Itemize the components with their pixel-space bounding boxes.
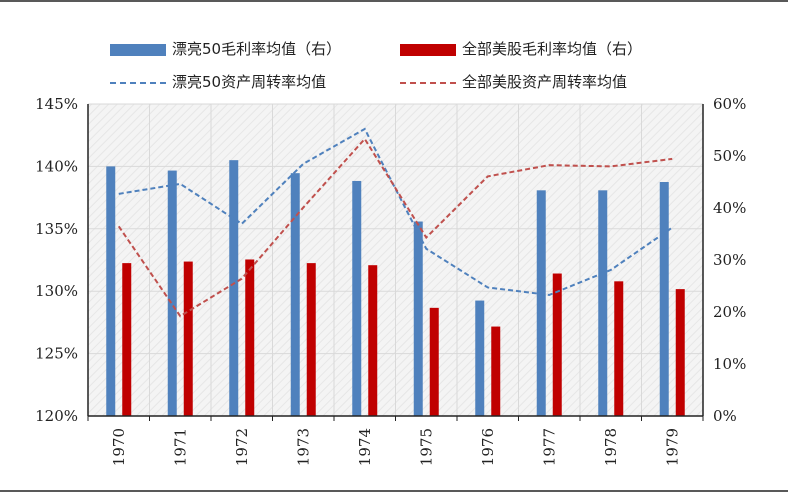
y-right-tick-label: 40% (713, 199, 746, 217)
bar-all-us-gross-margin (614, 281, 624, 416)
bar-all-us-gross-margin (368, 265, 378, 416)
x-tick-label: 1979 (663, 428, 681, 466)
y-left-tick-label: 140% (35, 157, 78, 175)
legend-swatch-all-us-asset-turnover (400, 81, 456, 84)
legend-item-all-us-gross-margin: 全部美股毛利率均值（右） (400, 38, 642, 59)
y-right-tick-label: 30% (713, 251, 746, 269)
bar-all-us-gross-margin (183, 261, 193, 416)
legend-label: 全部美股资产周转率均值 (462, 73, 628, 91)
legend-item-pretty50-asset-turnover: 漂亮50资产周转率均值 (110, 71, 326, 92)
y-left-tick-label: 125% (35, 345, 78, 363)
bar-all-us-gross-margin (491, 326, 501, 416)
x-tick-label: 1971 (171, 428, 189, 466)
x-tick-label: 1973 (294, 428, 312, 466)
bar-all-us-gross-margin (675, 289, 685, 416)
bar-pretty50-gross-margin (536, 190, 546, 416)
y-right-tick-label: 0% (713, 407, 737, 425)
bar-all-us-gross-margin (429, 307, 439, 416)
bar-pretty50-gross-margin (106, 166, 116, 416)
bar-all-us-gross-margin (122, 263, 132, 416)
bar-pretty50-gross-margin (290, 173, 300, 416)
bar-pretty50-gross-margin (475, 300, 485, 416)
x-tick-label: 1974 (356, 428, 374, 466)
x-tick-label: 1976 (479, 428, 497, 466)
y-right-tick-label: 10% (713, 355, 746, 373)
x-tick-label: 1975 (417, 428, 435, 466)
legend-swatch-pretty50-gross-margin (110, 43, 166, 56)
line-series (117, 127, 673, 318)
line-pretty50-asset-turnover (118, 127, 673, 296)
y-right-tick-label: 50% (713, 147, 746, 165)
legend-item-all-us-asset-turnover: 全部美股资产周转率均值 (400, 71, 627, 92)
legend-label: 全部美股毛利率均值（右） (462, 40, 643, 58)
legend-label: 漂亮50资产周转率均值 (172, 73, 327, 91)
y-left-tick-label: 135% (35, 220, 78, 238)
bar-pretty50-gross-margin (413, 221, 423, 416)
bar-all-us-gross-margin (245, 259, 255, 416)
bar-pretty50-gross-margin (167, 170, 177, 416)
y-left-tick-label: 130% (35, 282, 78, 300)
y-left-tick-label: 120% (35, 407, 78, 425)
y-right-tick-label: 20% (713, 303, 746, 321)
bar-pretty50-gross-margin (229, 160, 239, 416)
x-tick-label: 1970 (110, 428, 128, 466)
legend-label: 漂亮50毛利率均值（右） (172, 40, 342, 58)
bar-series (106, 160, 685, 416)
legend-item-pretty50-gross-margin: 漂亮50毛利率均值（右） (110, 38, 341, 59)
legend-swatch-all-us-gross-margin (400, 43, 456, 56)
bar-all-us-gross-margin (552, 273, 562, 416)
axes (87, 104, 704, 421)
x-tick-label: 1972 (233, 428, 251, 466)
legend-swatch-pretty50-asset-turnover (110, 81, 166, 84)
bar-all-us-gross-margin (306, 263, 316, 416)
bar-pretty50-gross-margin (659, 182, 669, 416)
line-all-us-asset-turnover (117, 137, 673, 318)
bar-pretty50-gross-margin (352, 180, 362, 416)
tick-labels: 120% 125% 130% 135% 140% 145% 0% 10% 20% 30% 40% 50… (35, 95, 746, 466)
x-tick-label: 1977 (540, 428, 558, 466)
x-tick-label: 1978 (602, 428, 620, 466)
y-right-tick-label: 60% (713, 95, 746, 113)
bar-pretty50-gross-margin (598, 190, 608, 416)
y-left-tick-label: 145% (35, 95, 78, 113)
